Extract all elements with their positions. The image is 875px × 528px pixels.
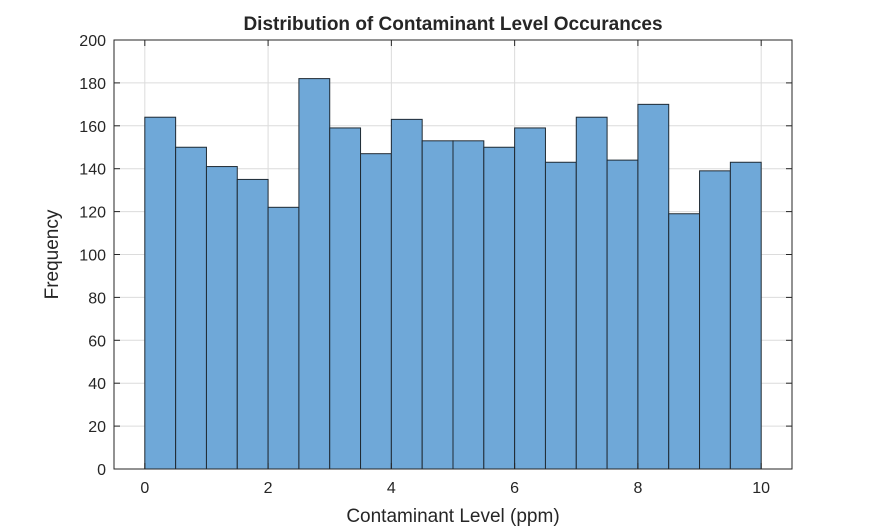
x-axis-label: Contaminant Level (ppm) — [346, 506, 559, 527]
histogram-bar — [575, 116, 608, 470]
x-tick-label: 2 — [264, 480, 273, 497]
bars — [144, 78, 762, 470]
y-tick-label: 20 — [88, 419, 106, 436]
histogram-bar — [483, 146, 516, 470]
histogram-bar — [236, 178, 269, 470]
histogram-bar — [421, 140, 454, 470]
histogram-bar — [298, 78, 331, 470]
y-tick-label: 140 — [79, 162, 106, 179]
histogram-bar — [637, 103, 670, 470]
x-tick-label: 0 — [140, 480, 149, 497]
histogram-bar — [205, 166, 238, 470]
histogram-bar — [729, 161, 762, 470]
y-tick-label: 160 — [79, 119, 106, 136]
y-axis-label: Frequency — [42, 209, 63, 299]
histogram-bar — [606, 159, 639, 470]
y-tick-label: 120 — [79, 205, 106, 222]
x-tick-label: 8 — [633, 480, 642, 497]
histogram-bar — [175, 146, 207, 470]
y-tick-label: 100 — [79, 248, 106, 265]
x-tick-label: 6 — [510, 480, 519, 497]
x-tick-label: 10 — [752, 480, 770, 497]
y-tick-label: 0 — [97, 462, 106, 479]
histogram-bar — [514, 127, 546, 470]
histogram-bar — [267, 206, 300, 470]
ticks: 0 20 40 60 80 100 120 140 160 180 200 0 2 4 6 8 10 — [79, 33, 792, 497]
histogram-bar — [329, 127, 362, 470]
histogram-bar — [452, 140, 485, 470]
y-tick-label: 40 — [88, 376, 106, 393]
histogram-bar — [699, 170, 731, 470]
x-tick-label: 4 — [387, 480, 396, 497]
histogram-bar — [360, 153, 392, 470]
histogram-bar — [390, 118, 423, 470]
y-tick-label: 200 — [79, 33, 106, 50]
y-tick-label: 180 — [79, 76, 106, 93]
y-tick-label: 80 — [88, 290, 106, 307]
histogram-bar — [668, 213, 701, 470]
chart-title: Distribution of Contaminant Level Occura… — [243, 14, 662, 35]
histogram-bar — [544, 161, 577, 470]
histogram-bar — [144, 116, 177, 470]
y-tick-label: 60 — [88, 333, 106, 350]
